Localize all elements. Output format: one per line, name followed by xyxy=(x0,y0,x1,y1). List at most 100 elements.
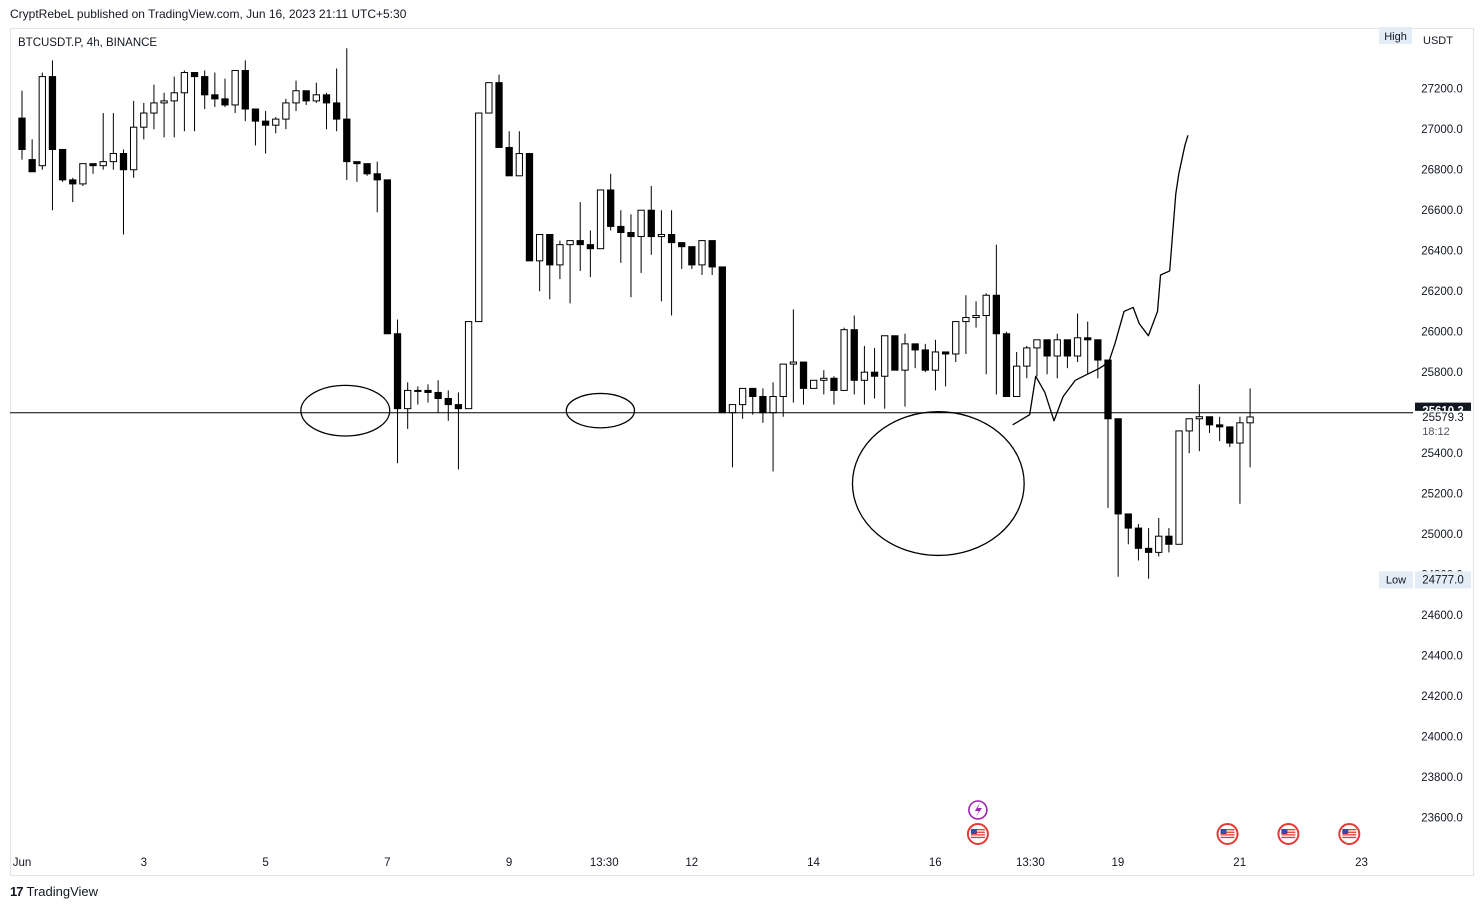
candle-body xyxy=(322,94,331,104)
candle-body xyxy=(657,234,666,238)
candle-body xyxy=(211,94,219,100)
hand-drawn-circle xyxy=(851,411,1025,557)
candle-body xyxy=(1073,337,1082,357)
candle-body xyxy=(353,161,361,165)
currency-label: USDT xyxy=(1423,35,1453,47)
time-tick-label: 9 xyxy=(506,857,512,869)
low-price-tag-bg xyxy=(1415,571,1471,589)
candle-body xyxy=(617,225,625,233)
price-tick-label: 24400.0 xyxy=(1421,651,1463,663)
candle-body xyxy=(1195,416,1203,420)
flag-stripe-icon xyxy=(1342,836,1357,839)
flag-field-icon xyxy=(970,829,985,839)
candle-body xyxy=(475,112,483,323)
candle-body xyxy=(667,234,676,244)
candle-body xyxy=(505,146,513,177)
flag-stripe-icon xyxy=(970,834,985,836)
candle-body xyxy=(241,70,249,110)
candle-body xyxy=(1236,422,1244,444)
candle-body xyxy=(799,361,808,389)
candle-body xyxy=(931,351,940,371)
flag-stripe-icon xyxy=(1281,836,1296,839)
candle-body xyxy=(586,244,595,250)
candle-body xyxy=(972,315,980,319)
candle-body xyxy=(962,317,970,323)
time-tick-label: Jun xyxy=(13,857,32,869)
candle-body xyxy=(140,112,148,128)
price-tick-label: 25400.0 xyxy=(1421,448,1463,460)
candle-body xyxy=(779,363,787,397)
candle-body xyxy=(881,335,889,377)
candle-body xyxy=(129,126,138,171)
publish-header: CryptRebeL published on TradingView.com,… xyxy=(10,7,407,21)
lightning-bolt-icon xyxy=(974,803,982,817)
time-tick-label: 16 xyxy=(929,857,942,869)
hand-drawn-circle xyxy=(300,384,391,437)
candle-body xyxy=(38,76,46,167)
candle-body xyxy=(891,335,899,371)
candle-body xyxy=(1033,339,1041,349)
candle-body xyxy=(312,94,320,102)
candle-body xyxy=(1023,347,1031,367)
flag-stripe-icon xyxy=(1220,834,1235,836)
flag-field-icon xyxy=(1220,829,1235,839)
candle-body xyxy=(556,244,564,266)
candle-body xyxy=(221,98,229,106)
low-badge-bg xyxy=(1379,571,1413,589)
candle-body xyxy=(627,231,635,238)
candle-body xyxy=(1053,339,1061,357)
candle-body xyxy=(1094,339,1102,361)
candle-body xyxy=(292,90,300,104)
candle-body xyxy=(424,389,432,393)
candle-body xyxy=(69,179,77,185)
candle-body xyxy=(495,82,503,148)
countdown-label: 18:12 xyxy=(1422,426,1450,438)
footer-brand[interactable]: 17 TradingView xyxy=(10,884,98,899)
candle-body xyxy=(1063,339,1072,357)
candle-body xyxy=(434,391,442,400)
flag-stripe-icon xyxy=(1220,836,1235,839)
candle-body xyxy=(535,234,544,262)
candle-body xyxy=(921,349,929,371)
projection-squiggle xyxy=(1012,135,1189,426)
price-tick-label: 23800.0 xyxy=(1421,772,1463,784)
candle-body xyxy=(1124,513,1132,529)
candle-body xyxy=(718,266,726,414)
candle-body xyxy=(261,120,270,126)
price-tick-label: 27000.0 xyxy=(1421,124,1463,136)
time-tick-label: 13:30 xyxy=(1016,857,1045,869)
price-tick-label: 23600.0 xyxy=(1421,813,1463,825)
candle-body xyxy=(383,179,392,335)
candle-body xyxy=(1144,547,1153,553)
candle-body xyxy=(992,294,1001,335)
last-price-tag: 25579.3 xyxy=(1422,412,1464,424)
candle-body xyxy=(566,240,574,246)
candle-body xyxy=(1155,535,1163,553)
candle-body xyxy=(302,90,310,102)
candle-body xyxy=(201,76,209,96)
candle-body xyxy=(393,333,402,410)
candle-body xyxy=(596,189,605,250)
candle-body xyxy=(820,377,828,381)
candle-body xyxy=(190,72,199,78)
candle-body xyxy=(637,209,645,238)
candle-body xyxy=(759,395,767,414)
candle-body xyxy=(332,102,341,120)
price-tick-label: 24600.0 xyxy=(1421,610,1463,622)
candle-body xyxy=(79,163,87,185)
candle-body xyxy=(363,163,371,175)
flag-canton-icon xyxy=(970,829,977,834)
candle-body xyxy=(678,242,686,248)
candle-body xyxy=(485,82,493,114)
price-tick-label: 24000.0 xyxy=(1421,732,1463,744)
candle-body xyxy=(160,100,168,104)
candle-body xyxy=(952,321,960,355)
time-tick-label: 7 xyxy=(384,857,390,869)
price-tick-label: 24200.0 xyxy=(1421,691,1463,703)
candle-body xyxy=(708,240,716,268)
candle-body xyxy=(1002,333,1011,397)
time-tick-label: 12 xyxy=(685,857,698,869)
candle-body xyxy=(728,404,737,414)
flag-stripe-icon xyxy=(1342,829,1357,831)
